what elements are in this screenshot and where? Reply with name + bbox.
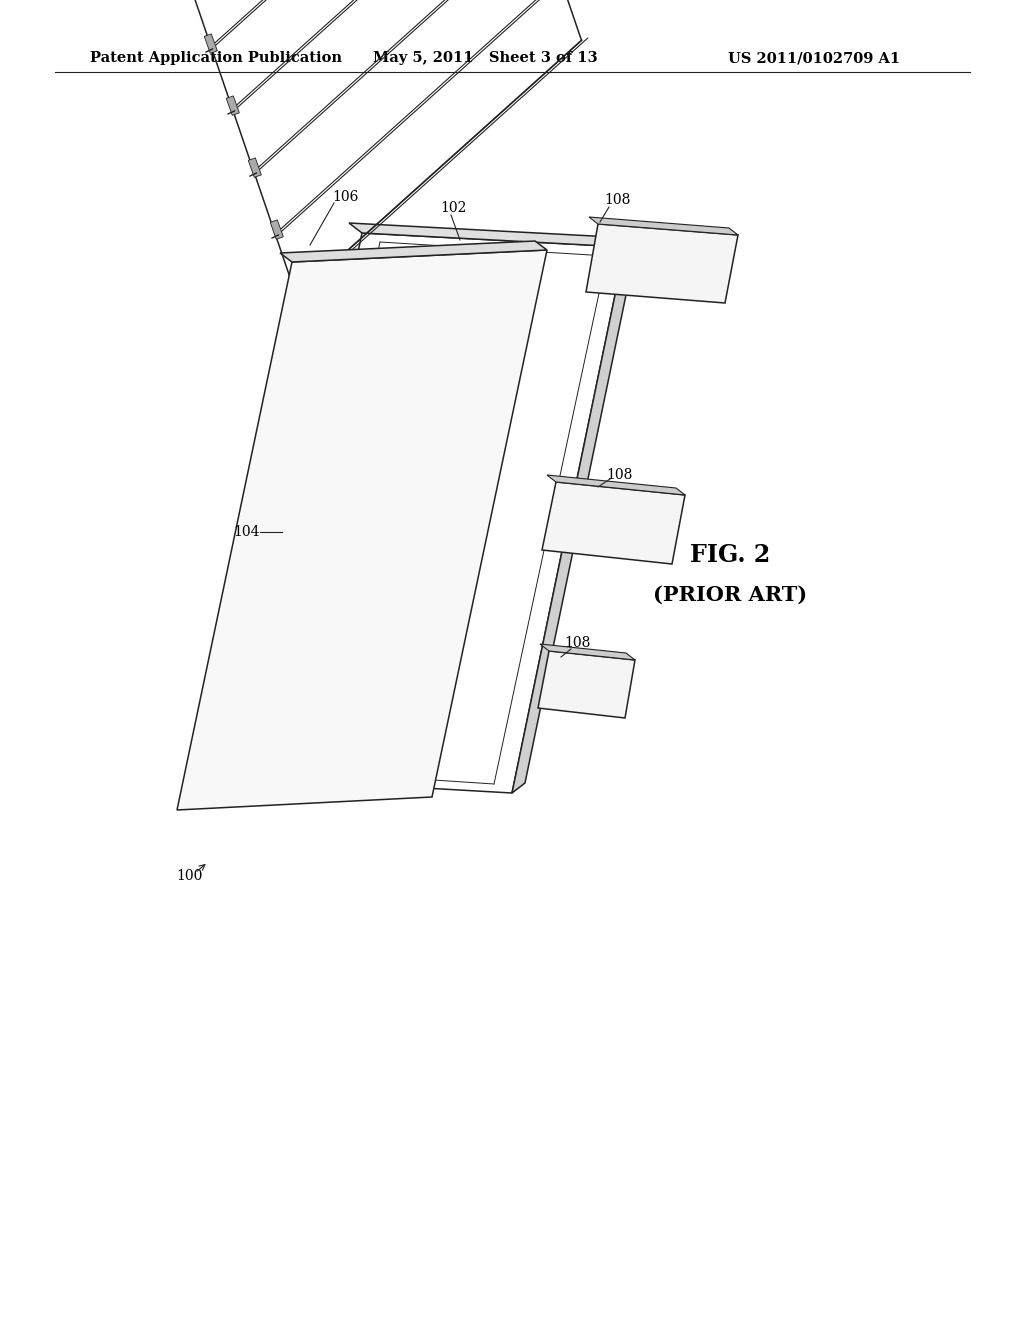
- Text: 108: 108: [565, 636, 591, 649]
- Polygon shape: [248, 158, 261, 177]
- Polygon shape: [226, 96, 240, 115]
- Text: 108: 108: [604, 193, 630, 207]
- Polygon shape: [365, 450, 406, 490]
- Text: Patent Application Publication: Patent Application Publication: [90, 51, 342, 65]
- Polygon shape: [540, 644, 635, 660]
- Polygon shape: [586, 224, 738, 304]
- Polygon shape: [542, 482, 685, 564]
- Polygon shape: [292, 282, 305, 301]
- Polygon shape: [204, 34, 217, 53]
- Text: (PRIOR ART): (PRIOR ART): [653, 585, 807, 605]
- Text: US 2011/0102709 A1: US 2011/0102709 A1: [728, 51, 900, 65]
- Polygon shape: [589, 216, 738, 235]
- Polygon shape: [547, 475, 685, 495]
- Text: FIG. 2: FIG. 2: [690, 543, 770, 568]
- Polygon shape: [177, 249, 547, 810]
- Text: 102: 102: [440, 201, 466, 215]
- Text: 108: 108: [607, 469, 633, 482]
- Text: May 5, 2011   Sheet 3 of 13: May 5, 2011 Sheet 3 of 13: [373, 51, 597, 65]
- Polygon shape: [248, 234, 625, 793]
- Polygon shape: [270, 220, 284, 239]
- Polygon shape: [512, 238, 638, 793]
- Polygon shape: [280, 242, 547, 261]
- Text: 104: 104: [233, 525, 260, 539]
- Text: 106: 106: [333, 190, 359, 205]
- Polygon shape: [349, 223, 625, 247]
- Text: 100: 100: [177, 869, 203, 883]
- Polygon shape: [538, 651, 635, 718]
